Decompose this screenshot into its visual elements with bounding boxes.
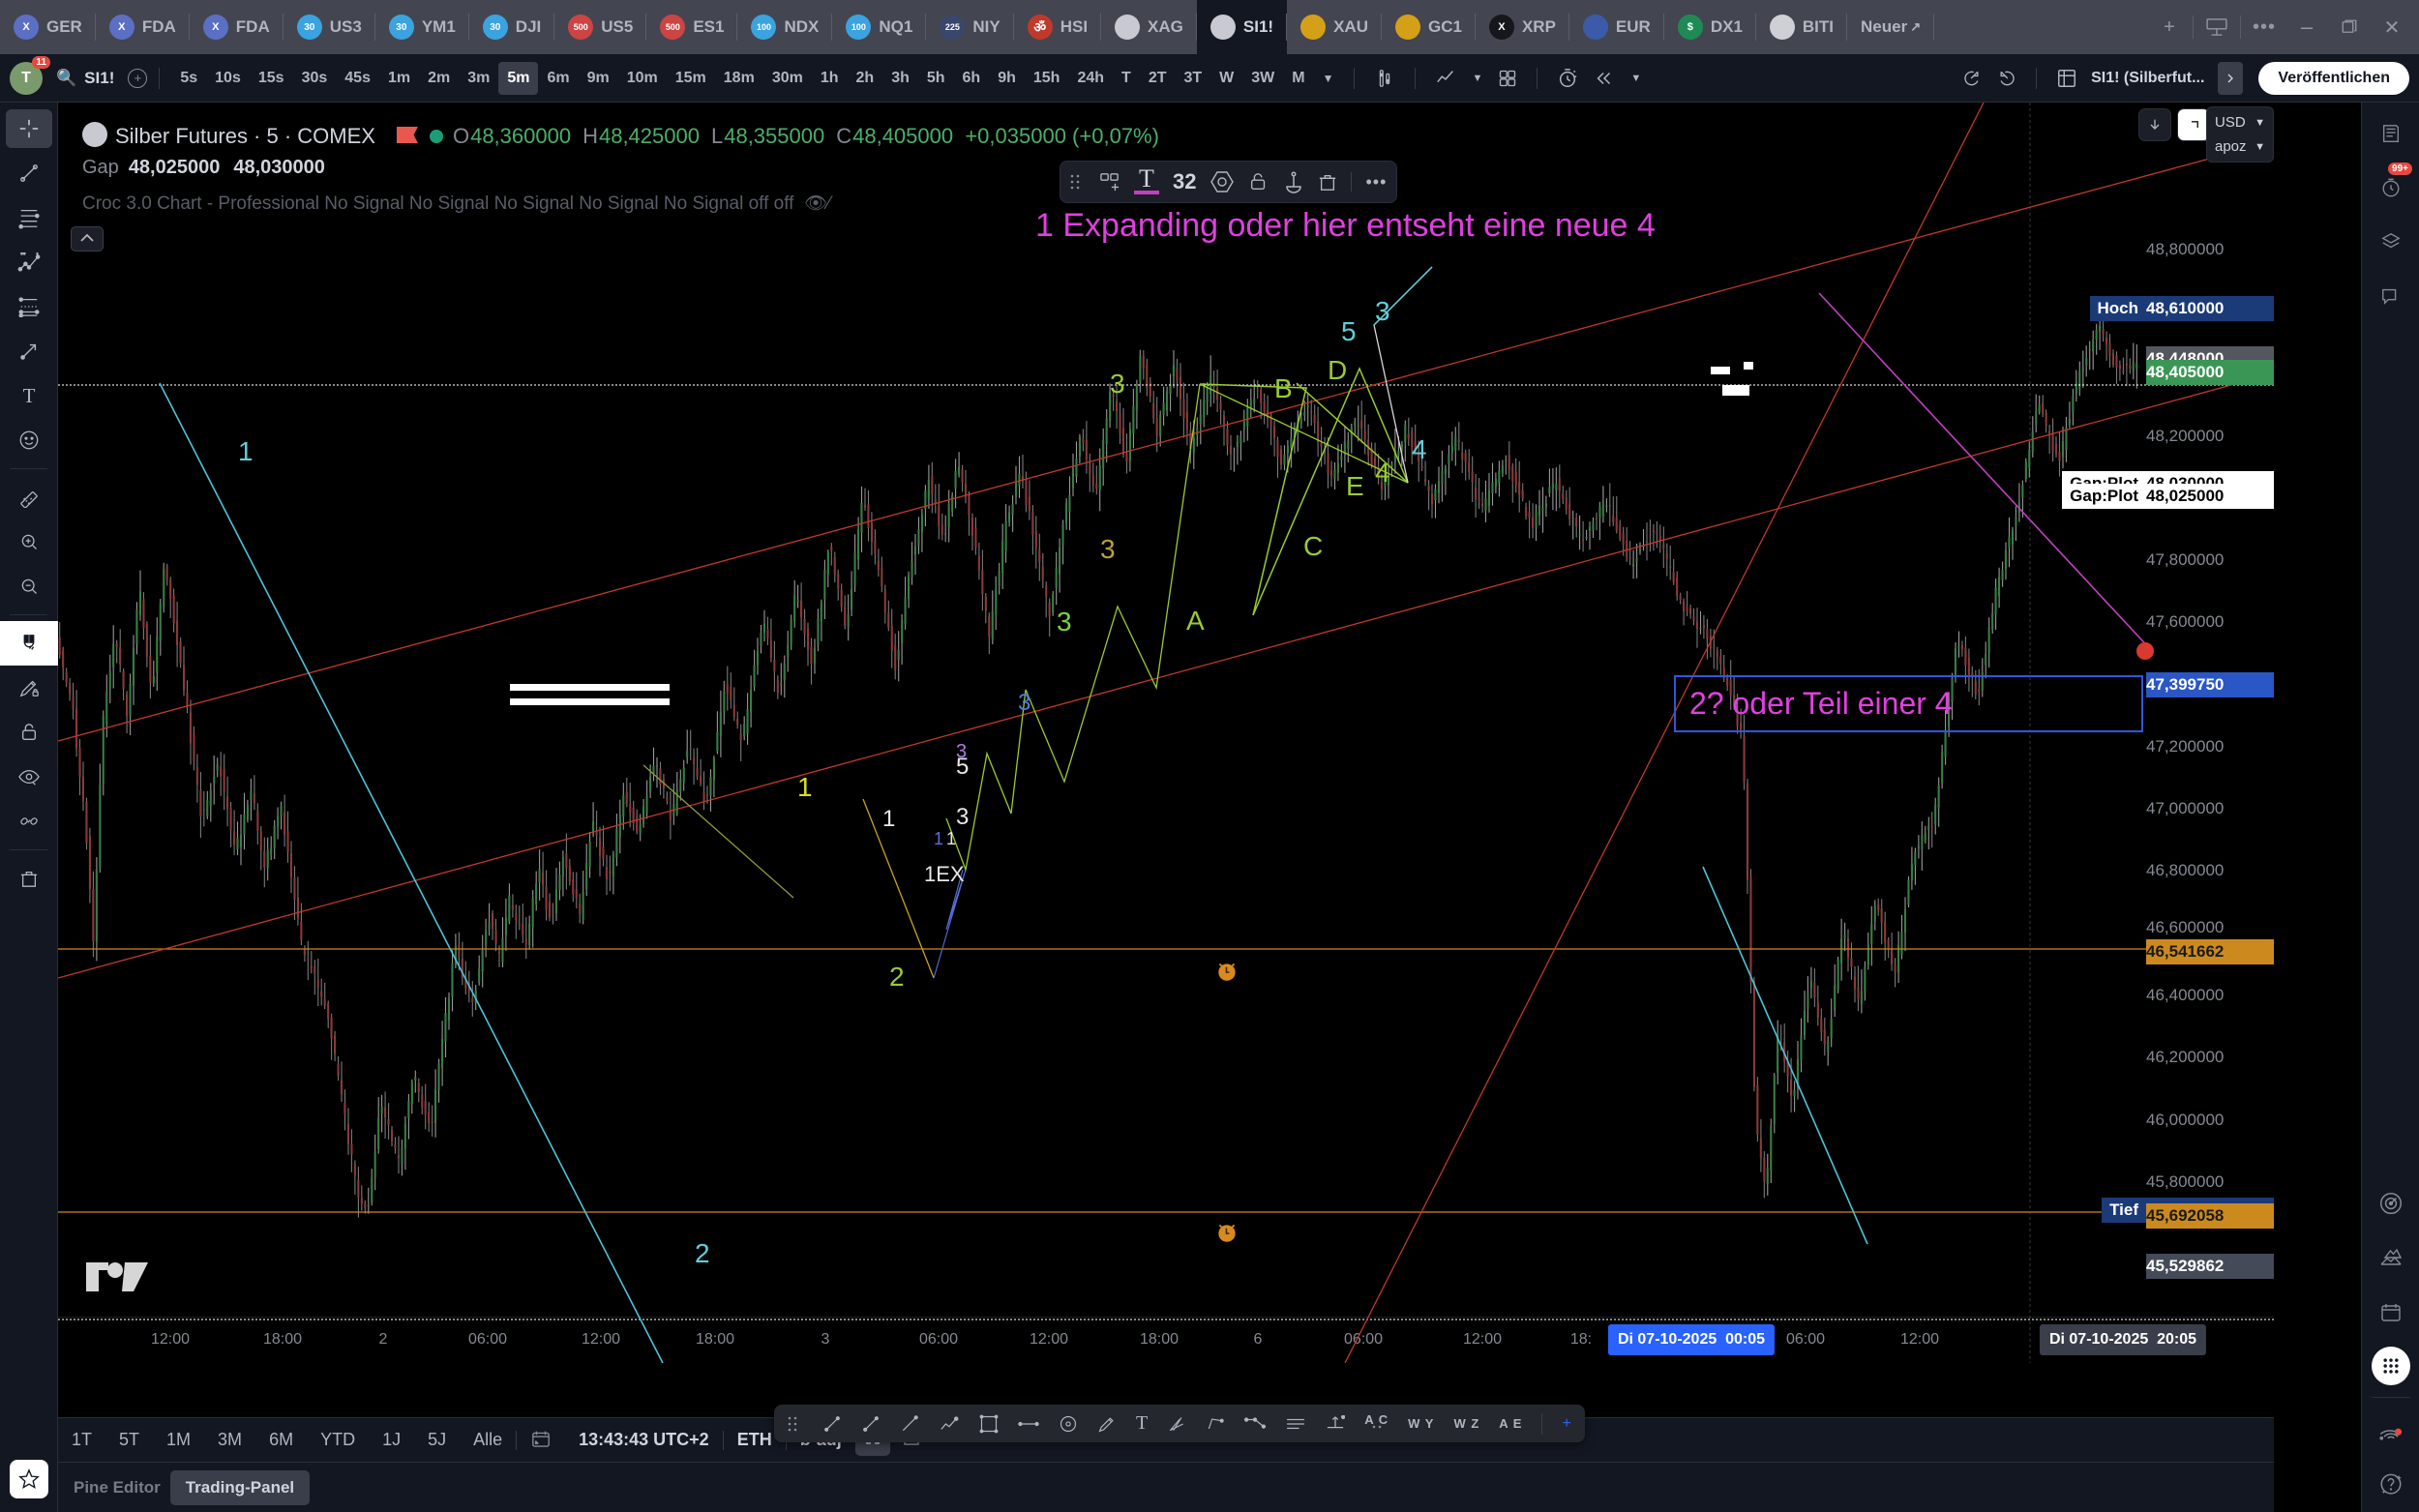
svg-text:W: W [20, 252, 26, 256]
svg-text:Y: Y [35, 252, 40, 256]
